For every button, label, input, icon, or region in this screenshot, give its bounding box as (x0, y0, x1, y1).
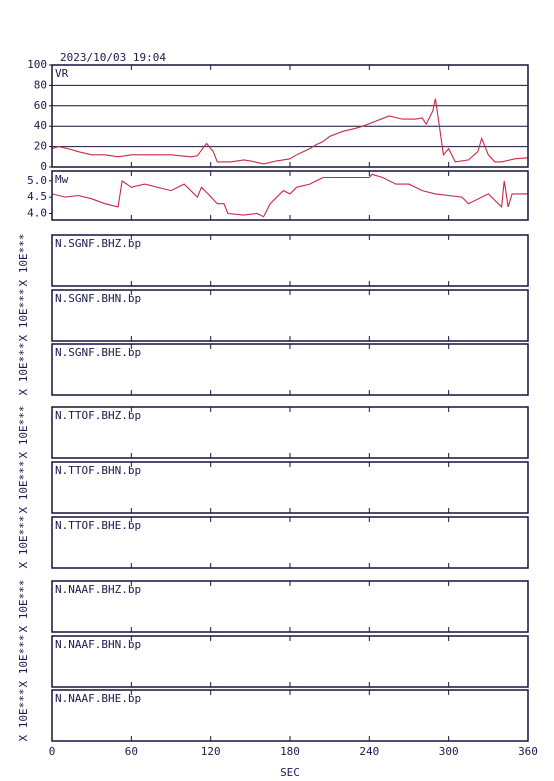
trace-title: N.TTOF.BHE.bp (55, 519, 141, 532)
trace-title: N.SGNF.BHE.bp (55, 346, 141, 359)
x-tick-label: 240 (359, 745, 379, 758)
data-line (51, 173, 528, 218)
trace-ylabel: X 10E*** (17, 234, 30, 287)
y-tick-label: 40 (34, 119, 47, 132)
x-tick-label: 120 (201, 745, 221, 758)
x-tick-label: 360 (518, 745, 538, 758)
trace-title: N.TTOF.BHN.bp (55, 464, 141, 477)
trace-title: N.SGNF.BHZ.bp (55, 237, 141, 250)
trace-title: N.TTOF.BHZ.bp (55, 409, 141, 422)
trace-ylabel: X 10E*** (17, 461, 30, 514)
y-tick-label: 0 (40, 160, 47, 173)
trace-ylabel: X 10E*** (17, 406, 30, 459)
y-tick-label: 80 (34, 78, 47, 91)
panel-frame (51, 170, 529, 221)
timestamp: 2023/10/03 19:04 (60, 51, 166, 64)
data-line (51, 98, 529, 165)
y-tick-label: 4.0 (27, 206, 47, 219)
trace-ylabel: X 10E*** (17, 635, 30, 688)
y-tick-label: 5.0 (27, 174, 47, 187)
x-tick-label: 60 (125, 745, 138, 758)
trace-ylabel: X 10E*** (17, 289, 30, 342)
y-tick-label: 20 (34, 140, 47, 153)
trace-ylabel: X 10E*** (17, 580, 30, 633)
x-axis-label: SEC (280, 766, 300, 779)
y-tick-label: 60 (34, 99, 47, 112)
trace-title: N.NAAF.BHE.bp (55, 692, 141, 705)
y-tick-label: 100 (27, 58, 47, 71)
trace-title: N.NAAF.BHN.bp (55, 638, 141, 651)
trace-title: N.SGNF.BHN.bp (55, 292, 141, 305)
trace-ylabel: X 10E*** (17, 689, 30, 742)
x-tick-label: 0 (49, 745, 56, 758)
x-tick-label: 300 (439, 745, 459, 758)
panel-frame (51, 64, 529, 168)
x-tick-label: 180 (280, 745, 300, 758)
trace-title: N.NAAF.BHZ.bp (55, 583, 141, 596)
trace-ylabel: X 10E*** (17, 343, 30, 396)
panel-label: Mw (55, 173, 69, 186)
trace-ylabel: X 10E*** (17, 516, 30, 569)
panel-label: VR (55, 67, 69, 80)
y-tick-label: 4.5 (27, 190, 47, 203)
